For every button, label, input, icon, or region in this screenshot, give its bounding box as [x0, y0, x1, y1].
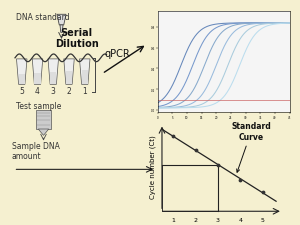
Text: 2: 2 [67, 87, 71, 96]
Text: 1: 1 [82, 87, 87, 96]
Text: qPCR: qPCR [104, 48, 130, 58]
Text: Standard
Curve: Standard Curve [232, 122, 271, 173]
Polygon shape [32, 60, 43, 85]
Bar [36, 110, 51, 129]
Text: DNA standard: DNA standard [16, 13, 70, 22]
Polygon shape [80, 60, 90, 85]
Polygon shape [60, 26, 63, 33]
Polygon shape [66, 71, 72, 85]
Polygon shape [34, 73, 41, 85]
Bar [162, 165, 218, 211]
Point [260, 190, 265, 194]
Text: Test sample: Test sample [16, 102, 62, 111]
Polygon shape [48, 60, 58, 85]
Point [238, 178, 243, 182]
Polygon shape [16, 60, 27, 85]
Y-axis label: Cycle number (Ct): Cycle number (Ct) [150, 135, 156, 198]
Text: Serial
Dilution: Serial Dilution [55, 28, 98, 49]
X-axis label: DNA amount: DNA amount [201, 224, 246, 225]
Polygon shape [38, 129, 49, 136]
Polygon shape [19, 74, 25, 85]
Polygon shape [50, 72, 56, 85]
Text: 4: 4 [35, 87, 40, 96]
Text: 3: 3 [51, 87, 56, 96]
Polygon shape [57, 15, 66, 26]
Text: Sample DNA
amount: Sample DNA amount [12, 141, 60, 160]
Point [171, 134, 176, 138]
Polygon shape [82, 70, 88, 85]
Point [193, 149, 198, 153]
Polygon shape [64, 60, 74, 85]
Text: 5: 5 [19, 87, 24, 96]
Point [215, 164, 220, 167]
